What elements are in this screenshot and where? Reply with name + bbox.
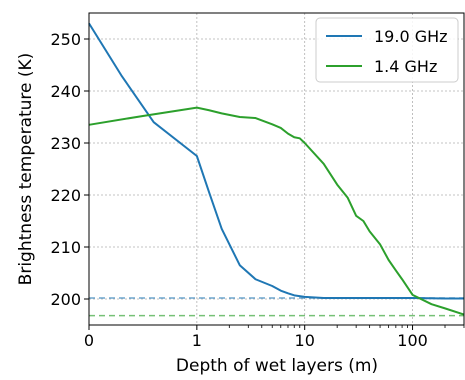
y-tick-label: 240 bbox=[50, 82, 81, 101]
plot-frame bbox=[88, 12, 465, 326]
y-axis-label: Brightness temperature (K) bbox=[16, 53, 36, 286]
x-tick-label: 10 bbox=[295, 331, 315, 350]
legend-label-1-4ghz: 1.4 GHz bbox=[374, 57, 437, 76]
y-tick-label: 200 bbox=[50, 290, 81, 309]
y-tick-label: 210 bbox=[50, 238, 81, 257]
y-tick-label: 220 bbox=[50, 186, 81, 205]
tick-layer: 0 1 10 100 200 210 220 230 240 250 bbox=[50, 30, 465, 350]
y-tick-label: 250 bbox=[50, 30, 81, 49]
series-layer bbox=[88, 22, 465, 316]
reference-lines bbox=[89, 297, 464, 317]
x-tick-label: 1 bbox=[192, 331, 202, 350]
x-tick-label: 100 bbox=[397, 331, 428, 350]
x-axis-label: Depth of wet layers (m) bbox=[176, 356, 378, 376]
x-tick-label: 0 bbox=[84, 331, 94, 350]
y-tick-label: 230 bbox=[50, 134, 81, 153]
series-line-0 bbox=[88, 22, 464, 300]
series-line-1 bbox=[88, 106, 465, 316]
legend: 19.0 GHz 1.4 GHz bbox=[315, 17, 459, 83]
legend-label-19ghz: 19.0 GHz bbox=[374, 27, 448, 46]
